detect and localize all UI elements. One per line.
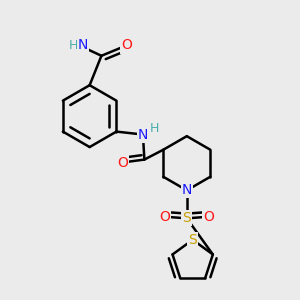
Text: O: O bbox=[203, 210, 214, 224]
Text: N: N bbox=[182, 183, 192, 197]
Text: H: H bbox=[68, 39, 78, 52]
Text: S: S bbox=[182, 211, 191, 225]
Text: O: O bbox=[159, 210, 170, 224]
Text: N: N bbox=[138, 128, 148, 142]
Text: O: O bbox=[117, 155, 128, 170]
Text: O: O bbox=[121, 38, 132, 52]
Text: S: S bbox=[188, 233, 197, 247]
Text: H: H bbox=[149, 122, 159, 135]
Text: N: N bbox=[78, 38, 88, 52]
